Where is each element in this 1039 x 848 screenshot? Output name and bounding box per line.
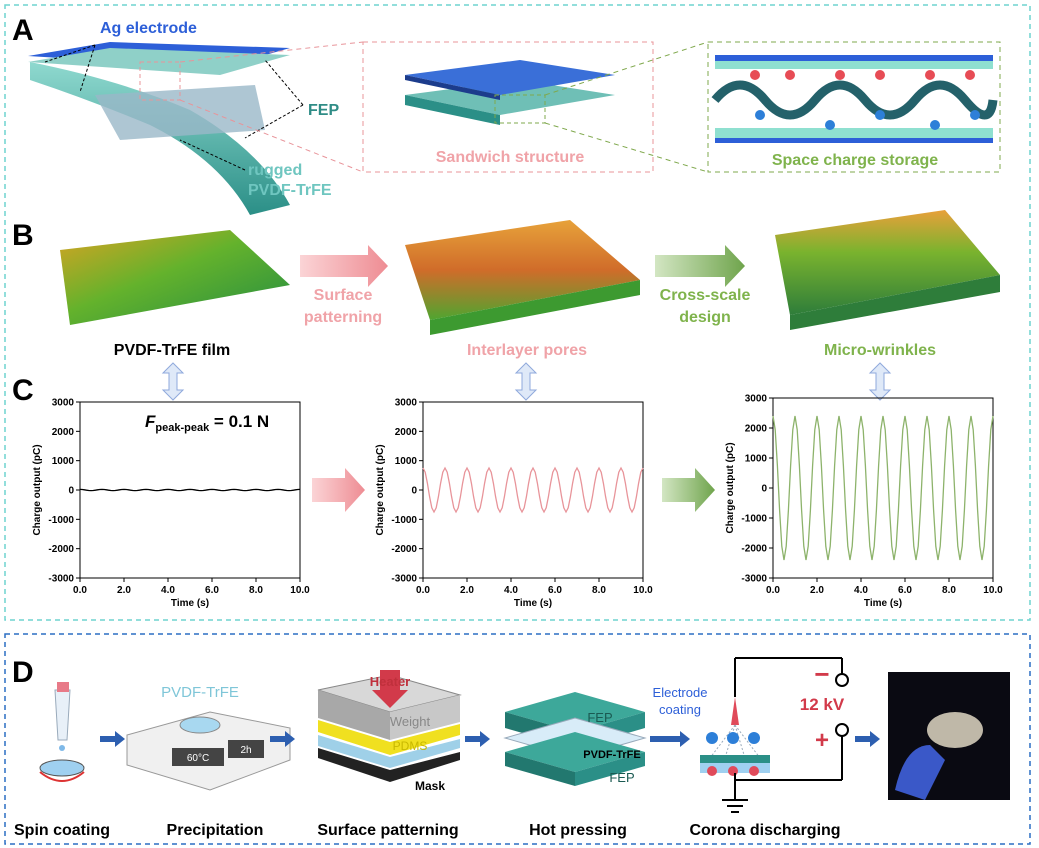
line-series xyxy=(772,415,994,561)
label: PVDF-TrFE xyxy=(248,182,332,199)
step-label: Hot pressing xyxy=(529,822,627,839)
label: Sandwich structure xyxy=(436,149,585,166)
label: PVDF-TrFE xyxy=(161,684,239,701)
y-tick-label: 2000 xyxy=(52,427,75,438)
x-axis-label: Time (s) xyxy=(514,598,552,609)
process-illustration xyxy=(39,657,1010,813)
y-tick-label: 2000 xyxy=(395,427,418,438)
step-label: Surface patterning xyxy=(317,822,458,839)
label: Space charge storage xyxy=(772,152,938,169)
label: Weight xyxy=(390,714,431,729)
panel-label: C xyxy=(12,374,34,407)
y-tick-label: -3000 xyxy=(48,574,74,585)
x-tick-label: 10.0 xyxy=(983,585,1003,596)
y-tick-label: -3000 xyxy=(741,574,767,585)
label: + xyxy=(815,727,829,754)
y-tick-label: 0 xyxy=(761,484,767,495)
annotation: Fpeak-peak = 0.1 N xyxy=(145,412,269,434)
panel-label: D xyxy=(12,656,34,689)
label: 2h xyxy=(240,745,251,756)
label: − xyxy=(814,659,829,689)
x-tick-label: 2.0 xyxy=(117,585,131,596)
x-tick-label: 6.0 xyxy=(548,585,562,596)
annotation-symbol: F xyxy=(145,412,156,431)
y-tick-label: 3000 xyxy=(745,394,768,405)
y-tick-label: 1000 xyxy=(395,456,418,467)
line-series xyxy=(79,488,301,492)
x-tick-label: 4.0 xyxy=(504,585,518,596)
y-tick-label: 0 xyxy=(68,486,74,497)
annotation-text: = 0.1 N xyxy=(209,412,269,431)
label: Cross-scale xyxy=(660,287,751,304)
surface-illustrations xyxy=(60,210,1000,512)
step-label: Precipitation xyxy=(167,822,264,839)
annotation-subscript: peak-peak xyxy=(155,422,210,434)
step-label: Spin coating xyxy=(14,822,110,839)
plot-frame xyxy=(772,397,994,579)
y-tick-label: -3000 xyxy=(391,574,417,585)
x-axis-label: Time (s) xyxy=(171,598,209,609)
label: rugged xyxy=(248,162,302,179)
label: Interlayer pores xyxy=(467,342,587,359)
x-tick-label: 4.0 xyxy=(854,585,868,596)
y-axis-label: Charge output (pC) xyxy=(375,444,386,535)
label: coating xyxy=(659,702,701,717)
label: Heater xyxy=(370,674,410,689)
x-tick-label: 2.0 xyxy=(460,585,474,596)
y-tick-label: -1000 xyxy=(391,515,417,526)
label: 12 kV xyxy=(800,695,845,714)
x-tick-label: 10.0 xyxy=(290,585,310,596)
y-axis-label: Charge output (pC) xyxy=(725,442,736,533)
sandwich-illustration xyxy=(179,41,654,173)
label: Electrode xyxy=(653,685,708,700)
x-tick-label: 8.0 xyxy=(249,585,263,596)
y-tick-label: 0 xyxy=(411,486,417,497)
y-tick-label: 2000 xyxy=(745,424,768,435)
panel-label: A xyxy=(12,14,34,47)
y-tick-label: -1000 xyxy=(48,515,74,526)
label: PVDF-TrFE xyxy=(583,749,640,761)
x-tick-label: 0.0 xyxy=(73,585,87,596)
y-tick-label: -2000 xyxy=(48,544,74,555)
label: Micro-wrinkles xyxy=(824,342,936,359)
label: PDMS xyxy=(393,739,428,753)
x-tick-label: 6.0 xyxy=(205,585,219,596)
y-tick-label: 1000 xyxy=(52,456,75,467)
label: Ag electrode xyxy=(100,20,197,37)
x-tick-label: 8.0 xyxy=(942,585,956,596)
y-axis-label: Charge output (pC) xyxy=(32,444,43,535)
x-tick-label: 8.0 xyxy=(592,585,606,596)
label: Mask xyxy=(415,779,445,793)
frame-bottom xyxy=(4,633,1031,845)
y-tick-label: 3000 xyxy=(52,398,75,409)
x-tick-label: 6.0 xyxy=(898,585,912,596)
label: 60°C xyxy=(187,753,209,764)
x-tick-label: 0.0 xyxy=(766,585,780,596)
label: PVDF-TrFE film xyxy=(114,342,230,359)
y-tick-label: 3000 xyxy=(395,398,418,409)
x-tick-label: 10.0 xyxy=(633,585,653,596)
y-tick-label: -2000 xyxy=(741,544,767,555)
x-tick-label: 2.0 xyxy=(810,585,824,596)
label: design xyxy=(679,309,731,326)
line-series xyxy=(422,466,644,514)
x-axis-label: Time (s) xyxy=(864,598,902,609)
y-tick-label: 1000 xyxy=(745,454,768,465)
x-tick-label: 0.0 xyxy=(416,585,430,596)
step-label: Corona discharging xyxy=(689,822,840,839)
label: FEP xyxy=(308,102,339,119)
x-tick-label: 4.0 xyxy=(161,585,175,596)
y-tick-label: -2000 xyxy=(391,544,417,555)
label: patterning xyxy=(304,309,382,326)
panel-label: B xyxy=(12,219,34,252)
frame-top xyxy=(4,4,1031,621)
plot-frame xyxy=(422,401,644,579)
label: FEP xyxy=(587,710,612,725)
charge-illustration xyxy=(544,41,1001,173)
device-illustration xyxy=(28,42,304,215)
y-tick-label: -1000 xyxy=(741,514,767,525)
label: FEP xyxy=(609,770,634,785)
label: Surface xyxy=(314,287,373,304)
